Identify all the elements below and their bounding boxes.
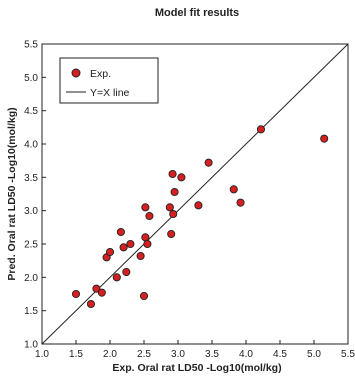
data-point (116, 227, 125, 237)
y-equals-x-line (41, 43, 349, 345)
data-point (236, 198, 245, 207)
x-tick-label: 2.0 (103, 349, 117, 360)
data-point (167, 229, 176, 239)
data-point (169, 209, 178, 219)
x-tick-label: 1.0 (35, 349, 49, 360)
data-point (141, 203, 150, 212)
x-tick-label: 2.5 (137, 349, 151, 360)
y-axis-title-group: Pred. Oral rat LD50 -Log10(mol/kg) (6, 107, 18, 280)
legend-marker-exp (71, 68, 81, 78)
legend-label-line: Y=X line (90, 87, 130, 99)
data-point (112, 273, 121, 282)
data-point (97, 288, 106, 297)
y-axis-title: Pred. Oral rat LD50 -Log10(mol/kg) (6, 107, 18, 280)
y-tick-label: 1.5 (24, 306, 38, 317)
data-point (139, 291, 149, 301)
legend: Exp. Y=X line (59, 57, 159, 104)
data-point (141, 233, 150, 242)
data-point (170, 187, 179, 197)
y-tick-label: 5.5 (24, 40, 38, 51)
data-point (105, 247, 115, 257)
data-point (204, 158, 213, 167)
x-tick-label: 5.5 (341, 349, 355, 360)
x-tick-label: 3.0 (171, 349, 185, 360)
y-tick-label: 3.5 (24, 173, 38, 184)
series-points-group (71, 125, 329, 309)
tick-marks (41, 43, 349, 345)
x-tick-label: 5.0 (307, 349, 321, 360)
x-tick-label: 3.5 (205, 349, 219, 360)
series-line-group (41, 43, 349, 345)
data-point (168, 169, 177, 179)
y-tick-labels: 1.0 1.5 2.0 2.5 3.0 3.5 4.0 4.5 5.0 5.5 (24, 40, 38, 351)
data-point (92, 284, 101, 293)
data-point (145, 211, 154, 221)
x-tick-labels: 1.0 1.5 2.0 2.5 3.0 3.5 4.0 4.5 5.0 5.5 (35, 349, 355, 360)
y-tick-label: 3.0 (24, 206, 38, 217)
data-point (126, 239, 135, 249)
data-point (71, 289, 81, 299)
x-tick-label: 4.0 (239, 349, 253, 360)
data-point (86, 299, 96, 309)
data-point (320, 134, 329, 143)
x-axis-title: Exp. Oral rat LD50 -Log10(mol/kg) (112, 362, 281, 374)
data-point (143, 239, 152, 249)
y-tick-label: 5.0 (24, 73, 38, 84)
data-point (122, 267, 131, 277)
y-tick-label: 4.0 (24, 140, 38, 151)
data-point (136, 251, 145, 261)
y-tick-label: 1.0 (24, 340, 38, 351)
data-point (119, 243, 128, 252)
x-tick-label: 4.5 (273, 349, 287, 360)
y-tick-label: 2.5 (24, 240, 38, 251)
data-point (256, 125, 266, 134)
chart-title: Model fit results (155, 7, 239, 19)
legend-label-exp: Exp. (90, 68, 111, 80)
legend-box (59, 57, 159, 104)
y-tick-label: 4.5 (24, 106, 38, 117)
y-tick-label: 2.0 (24, 273, 38, 284)
data-point (194, 201, 203, 210)
x-tick-label: 1.5 (69, 349, 83, 360)
data-point (165, 203, 174, 212)
data-point (177, 173, 186, 182)
data-point (229, 185, 238, 194)
